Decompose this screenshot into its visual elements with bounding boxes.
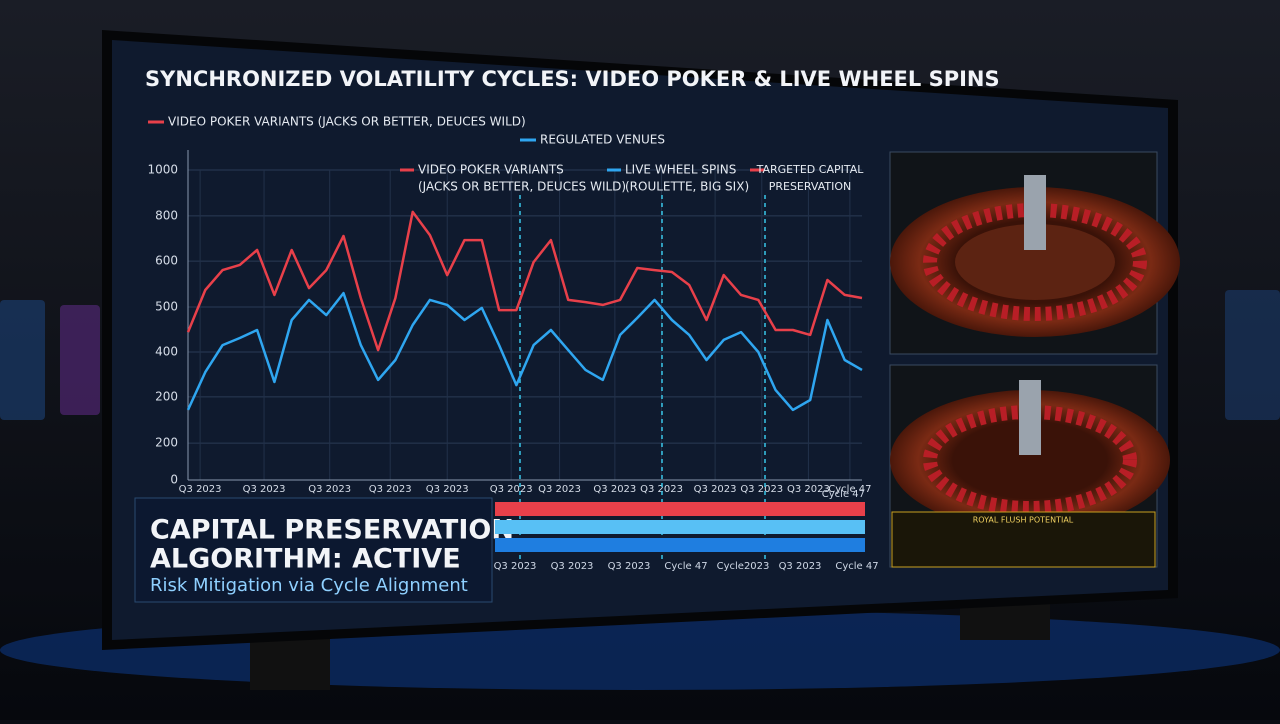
x-tick-label: Q3 2023 [369,484,412,495]
x-tick-label: Q3 2023 [538,484,581,495]
panel-subtitle: Risk Mitigation via Cycle Alignment [150,575,468,596]
y-tick-label: 800 [155,208,178,222]
paytable [891,511,1156,568]
timeline-band [495,502,865,516]
x-tick-label: Q3 2023 [640,484,683,495]
timeline-label: Q3 2023 [551,561,594,572]
timeline-label: Cycle2023 [717,561,770,572]
y-tick-label: 200 [155,436,178,450]
x-tick-label: Q3 2023 [593,484,636,495]
timeline-band [495,520,865,534]
timeline-label: Cycle 47 [822,489,865,500]
annotation: VIDEO POKER VARIANTS [418,163,564,177]
series-line [186,210,863,352]
roulette-spindle [1019,380,1041,455]
y-tick-label: 1000 [147,163,178,177]
annotation: (JACKS OR BETTER, DEUCES WILD) [418,180,626,194]
x-tick-label: Q3 2023 [787,484,830,495]
y-tick-label: 600 [155,254,178,268]
annotation: LIVE WHEEL SPINS [625,163,736,177]
y-tick-label: 0 [170,473,178,487]
panel-title: CAPITAL PRESERVATION [150,515,514,546]
legend-label: REGULATED VENUES [540,133,665,147]
y-tick-label: 400 [155,344,178,358]
slot-machine [60,305,100,415]
timeline-label: Q3 2023 [608,561,651,572]
roulette-center [955,224,1115,300]
timeline-label: Cycle 47 [664,561,707,572]
x-tick-label: Q3 2023 [179,484,222,495]
status-panel [134,497,493,603]
roulette-pockets [923,405,1137,515]
timeline-label: Cycle 47 [835,561,878,572]
timeline-labels: Q3 2023 Q3 2023 Q3 2023 Cycle 47 Cycle2023 Q3… [494,561,879,572]
paytable-label: ROYAL FLUSH POTENTIAL [973,516,1074,525]
series-line [186,291,863,412]
timeline-label: Q3 2023 [779,561,822,572]
legend-label: VIDEO POKER VARIANTS (JACKS OR BETTER, D… [168,115,526,129]
slot-machine [1225,290,1280,420]
chart-title: SYNCHRONIZED VOLATILITY CYCLES: VIDEO PO… [145,67,1000,91]
x-tick-label: Q3 2023 [740,484,783,495]
timeline-band [495,538,865,552]
roulette-spindle [1024,175,1046,250]
x-tick-label: Q3 2023 [426,484,469,495]
x-tick-label: Q3 2023 [694,484,737,495]
y-tick-label: 500 [155,300,178,314]
annotation: (ROULETTE, BIG SIX) [625,180,749,194]
roulette-pockets [923,203,1147,321]
x-tick-label: Q3 2023 [308,484,351,495]
x-tick-label: Q3 2023 [490,484,533,495]
panel-title: ALGORITHM: ACTIVE [150,544,461,575]
y-tick-label: 200 [155,389,178,403]
slot-machine [0,300,45,420]
annotation: TARGETED CAPITAL [756,163,865,176]
annotation: PRESERVATION [769,180,852,193]
x-tick-label: Q3 2023 [243,484,286,495]
timeline-label: Q3 2023 [494,561,537,572]
x-tick-label: Cycle 47 [828,484,871,495]
